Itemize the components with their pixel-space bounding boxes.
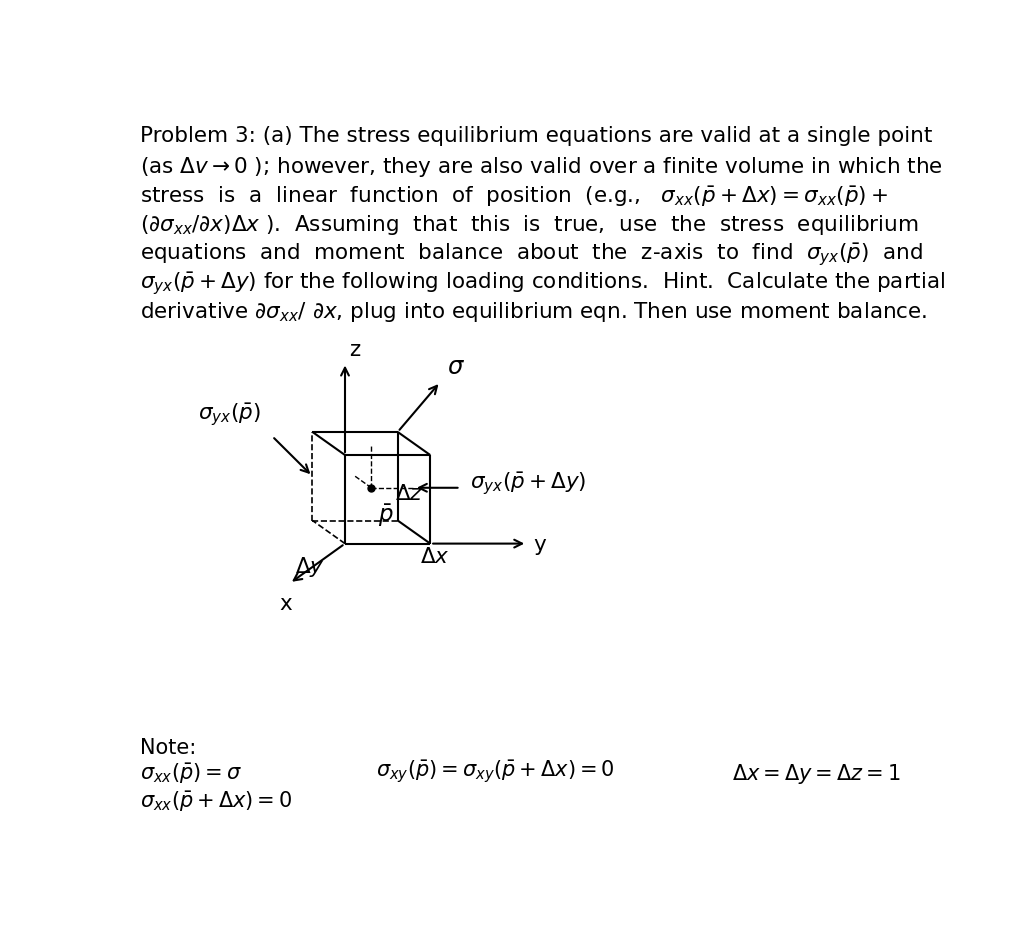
- Text: $\sigma$: $\sigma$: [446, 355, 465, 379]
- Text: Note:: Note:: [139, 737, 196, 757]
- Text: $\Delta z$: $\Delta z$: [395, 483, 424, 504]
- Text: x: x: [280, 593, 292, 613]
- Text: $\sigma_{xy}(\bar{p}) = \sigma_{xy}(\bar{p} + \Delta x) = 0$: $\sigma_{xy}(\bar{p}) = \sigma_{xy}(\bar…: [376, 758, 614, 784]
- Text: $\Delta x$: $\Delta x$: [420, 547, 450, 566]
- Text: equations  and  moment  balance  about  the  z-axis  to  find  $\sigma_{yx}(\bar: equations and moment balance about the z…: [139, 242, 923, 269]
- Text: $\sigma_{yx}(\bar{p} + \Delta y)$: $\sigma_{yx}(\bar{p} + \Delta y)$: [470, 470, 586, 497]
- Text: $\bar{p}$: $\bar{p}$: [378, 502, 393, 529]
- Text: derivative $\partial\sigma_{xx}$/ $\partial x$, plug into equilibrium eqn. Then : derivative $\partial\sigma_{xx}$/ $\part…: [139, 299, 927, 324]
- Text: Problem 3: (a) The stress equilibrium equations are valid at a single point: Problem 3: (a) The stress equilibrium eq…: [139, 126, 932, 146]
- Text: $\Delta x = \Delta y = \Delta z = 1$: $\Delta x = \Delta y = \Delta z = 1$: [732, 761, 901, 784]
- Text: $\sigma_{xx}(\bar{p} + \Delta x) = 0$: $\sigma_{xx}(\bar{p} + \Delta x) = 0$: [139, 789, 292, 813]
- Text: stress  is  a  linear  function  of  position  (e.g.,   $\sigma_{xx}(\bar{p} + \: stress is a linear function of position …: [139, 184, 888, 209]
- Text: z: z: [349, 340, 360, 360]
- Text: $\sigma_{xx}(\bar{p}) = \sigma$: $\sigma_{xx}(\bar{p}) = \sigma$: [139, 761, 242, 784]
- Text: (as $\Delta v \rightarrow 0$ ); however, they are also valid over a finite volum: (as $\Delta v \rightarrow 0$ ); however,…: [139, 155, 942, 179]
- Text: $\Delta y$: $\Delta y$: [295, 554, 325, 578]
- Text: $(\partial\sigma_{xx}/\partial x)\Delta x$ ).  Assuming  that  this  is  true,  : $(\partial\sigma_{xx}/\partial x)\Delta …: [139, 213, 919, 237]
- Text: $\sigma_{yx}(\bar{p})$: $\sigma_{yx}(\bar{p})$: [198, 402, 260, 429]
- Text: $\sigma_{yx}(\bar{p} + \Delta y)$ for the following loading conditions.  Hint.  : $\sigma_{yx}(\bar{p} + \Delta y)$ for th…: [139, 271, 945, 297]
- Text: y: y: [534, 534, 546, 554]
